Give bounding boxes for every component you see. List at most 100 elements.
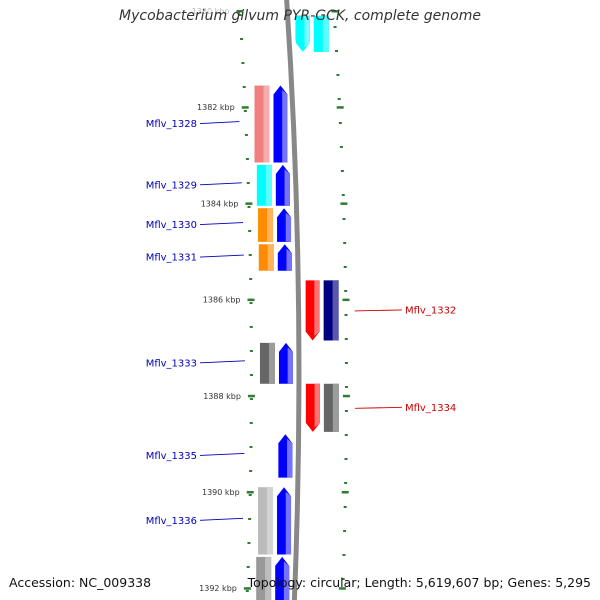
accession-text: Accession: NC_009338	[9, 575, 152, 590]
tick-dot	[343, 266, 347, 268]
genome-summary-text: Topology: circular; Length: 5,619,607 bp…	[247, 575, 591, 590]
gene-label: Mflv_1328	[146, 119, 197, 130]
cog-bar-highlight	[265, 164, 272, 206]
gene-label: Mflv_1335	[146, 451, 197, 462]
cog-bar-highlight	[332, 383, 339, 432]
tick-dot	[344, 482, 348, 484]
gene-feature-11	[256, 556, 290, 600]
cog-bar-highlight	[332, 280, 339, 341]
gene-label: Mflv_1333	[146, 358, 197, 369]
scale-ticks: 1380 kbp 1382 kbp 1384 kbp 1386 kbp 1388 kbp…	[192, 7, 350, 593]
scale-tick	[342, 394, 350, 398]
scale-tick	[336, 106, 344, 109]
label-leader-line	[199, 222, 244, 225]
scale-tick-label: 1382 kbp	[197, 103, 235, 112]
strand-arrow-highlight	[285, 212, 292, 242]
tick-dot	[248, 230, 252, 232]
scale-tick	[241, 106, 249, 109]
cog-bar-highlight	[263, 85, 270, 163]
label-leader-line	[354, 309, 403, 312]
tick-dot	[238, 14, 242, 16]
tick-dot	[344, 386, 348, 388]
scale-tick	[236, 10, 244, 13]
tick-dot	[249, 350, 253, 352]
cog-bar-highlight	[267, 487, 274, 555]
tick-dot	[246, 182, 250, 184]
tick-dot	[340, 170, 344, 172]
tick-dot	[344, 290, 348, 292]
strand-arrow-highlight	[314, 383, 320, 428]
tick-dot	[344, 434, 348, 436]
tick-dot	[244, 134, 248, 136]
strand-arrow-highlight	[284, 169, 290, 206]
tick-dot	[344, 410, 348, 412]
tick-dot	[249, 398, 253, 400]
scale-tick-label: 1388 kbp	[203, 392, 241, 401]
scale-tick	[246, 491, 254, 494]
gene-label: Mflv_1336	[146, 516, 197, 527]
label-leader-line	[199, 254, 244, 258]
tick-dot	[249, 326, 253, 328]
scale-tick	[245, 202, 253, 205]
gene-features	[254, 15, 339, 600]
strand-arrow-highlight	[304, 15, 310, 48]
tick-dot	[249, 470, 253, 472]
gene-label: Mflv_1332	[405, 305, 456, 316]
gene-feature-1	[295, 15, 329, 52]
cog-bar-highlight	[267, 208, 274, 242]
gene-Mflv_1336	[258, 487, 292, 555]
gene-Mflv_1332	[305, 280, 339, 341]
strand-arrow-highlight	[283, 561, 290, 600]
tick-dot	[338, 122, 342, 124]
tick-dot	[249, 302, 253, 304]
scale-tick-label: 1384 kbp	[201, 199, 239, 208]
tick-dot	[245, 158, 249, 160]
scale-tick	[342, 298, 350, 302]
tick-dot	[344, 362, 348, 364]
tick-dot	[333, 26, 337, 28]
tick-dot	[341, 578, 345, 580]
strand-arrow-highlight	[286, 248, 292, 271]
tick-dot	[343, 242, 347, 244]
tick-dot	[246, 566, 250, 568]
tick-dot	[344, 338, 348, 340]
cog-bar-highlight	[322, 15, 329, 52]
strand-arrow-highlight	[285, 491, 292, 555]
scale-tick	[247, 298, 255, 302]
tick-dot	[344, 314, 348, 316]
tick-dot	[248, 518, 252, 520]
tick-dot	[243, 110, 247, 112]
gene-Mflv_1330	[258, 208, 292, 242]
tick-dot	[342, 218, 346, 220]
tick-dot	[242, 86, 246, 88]
tick-dot	[344, 458, 348, 460]
scale-tick	[340, 202, 348, 205]
tick-dot	[249, 374, 253, 376]
cog-bar-highlight	[265, 556, 272, 600]
tick-dot	[335, 50, 339, 52]
strand-arrow-highlight	[282, 90, 288, 163]
label-leader-line	[199, 182, 242, 186]
strand-arrow-highlight	[287, 347, 293, 384]
tick-dot	[343, 530, 347, 532]
scale-tick	[341, 491, 349, 494]
tick-dot	[247, 542, 251, 544]
minor-tick-dots	[238, 14, 348, 592]
tick-dot	[339, 146, 343, 148]
gene-label: Mflv_1331	[146, 253, 197, 264]
tick-dot	[343, 506, 347, 508]
tick-dot	[248, 494, 252, 496]
gene-Mflv_1334	[305, 383, 339, 432]
cog-bar-highlight	[267, 244, 274, 271]
tick-dot	[240, 38, 244, 40]
gene-Mflv_1333	[259, 342, 293, 384]
gene-Mflv_1328	[254, 85, 288, 163]
tick-dot	[336, 74, 340, 76]
label-leader-line	[199, 121, 240, 124]
gene-Mflv_1331	[258, 244, 292, 271]
scale-tick	[338, 587, 346, 590]
scale-tick	[331, 10, 339, 13]
strand-arrow-highlight	[287, 438, 293, 478]
gene-labels: Mflv_1328 Mflv_1329 Mflv_1330 Mflv_1331 Mflv…	[146, 119, 457, 527]
